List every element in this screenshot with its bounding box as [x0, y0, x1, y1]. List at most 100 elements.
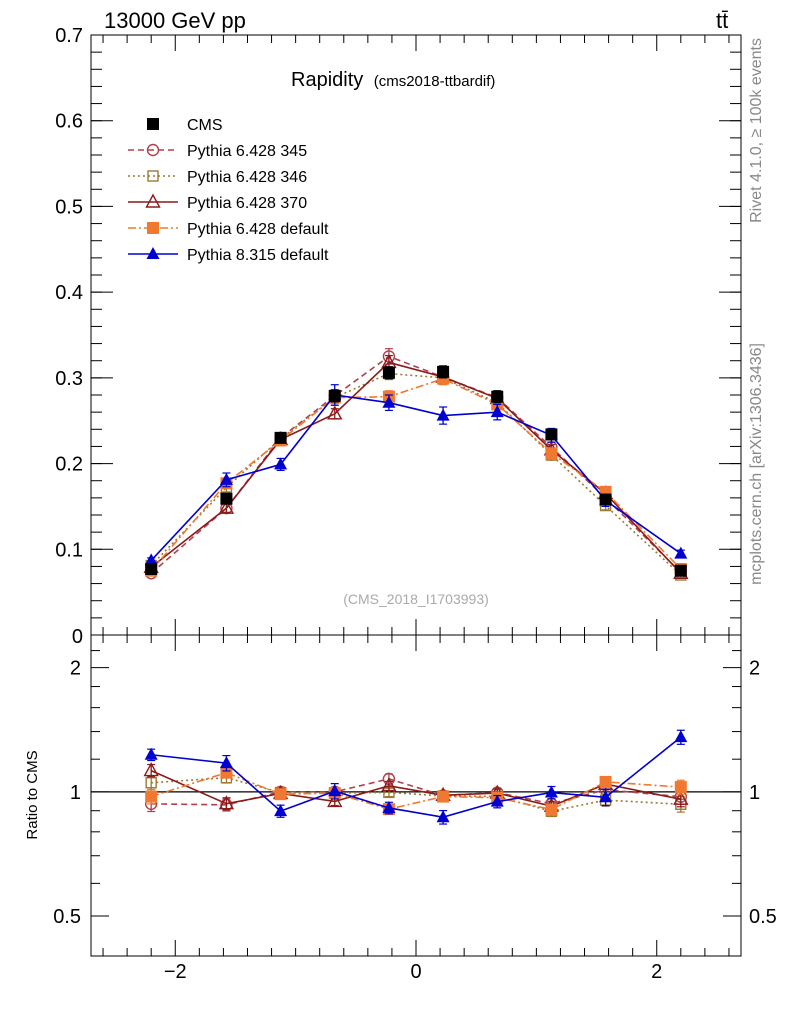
data-point — [145, 563, 158, 575]
data-point — [144, 553, 158, 566]
ratio-point — [327, 792, 343, 808]
ratio-point — [143, 762, 159, 777]
chart-subtitle: (cms2018-ttbardif) — [374, 73, 496, 90]
ratio-point — [145, 777, 157, 789]
series-pythia-6-428-345 — [144, 348, 688, 580]
rivet-version-label: Rivet 4.1.0, ≥ 100k events — [748, 38, 765, 223]
y-tick-label: 0.5 — [55, 196, 83, 218]
data-point — [382, 395, 396, 408]
axis-tick-labels: 0.1 0.2 0.3 0.4 0.5 0.6 0.7 0 −2 0 2 0.5 0.5 1 1 2 2 — [53, 25, 777, 983]
ratio-point — [437, 790, 450, 803]
ratio-tick-label-right: 0.5 — [749, 906, 777, 928]
legend-entry: CMS — [147, 117, 223, 134]
ratio-point — [674, 781, 687, 794]
legend-marker — [147, 222, 159, 234]
ratio-point — [218, 795, 235, 810]
series-line — [150, 355, 682, 574]
ratio-tick-label: 0.5 — [53, 906, 81, 928]
y-tick-label: 0.2 — [55, 454, 83, 476]
data-point — [674, 546, 688, 559]
series-pythia-6-428-346 — [145, 366, 687, 581]
ratio-point — [599, 790, 613, 803]
data-point — [436, 408, 450, 421]
legend-entry: Pythia 6.428 346 — [128, 169, 307, 186]
ratio-tick-label: 1 — [70, 782, 81, 804]
series-line — [150, 372, 682, 576]
y-tick-label: 0.7 — [55, 25, 83, 47]
legend-label: Pythia 6.428 default — [187, 221, 329, 238]
data-point — [218, 499, 235, 514]
ratio-point — [328, 784, 342, 797]
ratio-tick-label-right: 1 — [749, 782, 760, 804]
series-pythia-8-315-default — [144, 384, 688, 566]
ratio-point — [545, 803, 558, 816]
legend: CMS Pythia 6.428 345 Pythia 6.428 346 Pythi… — [128, 117, 329, 264]
legend-marker — [146, 143, 160, 157]
energy-label: 13000 GeV pp — [104, 8, 246, 33]
ratio-point — [145, 790, 158, 803]
ratio-point — [381, 777, 397, 792]
series-pythia-6-428-370 — [143, 353, 689, 579]
x-tick-label: 0 — [410, 961, 421, 983]
mcplots-label: mcplots.cern.ch [arXiv:1306.3436] — [748, 343, 765, 585]
legend-label: Pythia 6.428 346 — [187, 169, 307, 186]
ratio-point — [599, 775, 612, 788]
data-point — [674, 564, 687, 577]
ratio-tick-label: 2 — [70, 658, 81, 680]
data-point — [545, 428, 558, 441]
legend-marker — [146, 247, 160, 259]
analysis-watermark: (CMS_2018_I1703993) — [343, 591, 489, 607]
legend-marker — [147, 170, 159, 182]
y-tick-label: 0.4 — [55, 282, 83, 304]
ratio-point — [674, 730, 688, 743]
data-point — [382, 366, 395, 379]
y-tick-label: 0.1 — [55, 539, 83, 561]
data-point — [328, 389, 341, 402]
data-point — [491, 390, 504, 403]
ratio-point — [220, 766, 233, 779]
ratio-point — [436, 810, 450, 823]
ratio-point — [274, 788, 287, 801]
data-point — [274, 457, 288, 470]
legend-marker — [147, 118, 159, 130]
legend-entry: Pythia 6.428 345 — [128, 143, 307, 160]
chart-title-main: Rapidity — [291, 69, 363, 91]
ratio-tick-label-right: 2 — [749, 658, 760, 680]
y-tick-label: 0.3 — [55, 368, 83, 390]
data-point — [327, 405, 343, 420]
legend-entry: Pythia 8.315 default — [128, 247, 329, 264]
ratio-point — [274, 804, 288, 817]
process-label: tt̄ — [716, 8, 728, 33]
ratio-series-group — [143, 729, 689, 825]
ratio-point — [219, 756, 233, 769]
legend-label: CMS — [187, 117, 223, 134]
x-tick-label: −2 — [164, 961, 187, 983]
legend-label: Pythia 8.315 default — [187, 247, 329, 264]
ratio-series-pythia-8-315-default — [144, 729, 688, 825]
series-line — [150, 361, 682, 574]
data-point — [599, 493, 612, 506]
legend-entry: Pythia 6.428 default — [128, 221, 329, 238]
x-tick-label: 2 — [651, 961, 662, 983]
main-series-group — [143, 348, 689, 581]
data-point — [219, 472, 233, 485]
data-point — [274, 431, 287, 444]
series-line — [150, 394, 682, 561]
ratio-point — [490, 794, 504, 807]
data-point — [220, 492, 233, 505]
legend-entry: Pythia 6.428 370 — [128, 193, 307, 212]
legend-label: Pythia 6.428 370 — [187, 195, 307, 212]
ratio-point — [673, 790, 689, 805]
data-point — [545, 447, 558, 460]
chart-title: Rapidity (cms2018-ttbardif) — [291, 69, 495, 91]
y-tick-label-zero: 0 — [72, 626, 83, 648]
series-cms — [145, 365, 687, 577]
legend-marker — [145, 193, 161, 208]
data-point — [490, 405, 504, 418]
ratio-point — [144, 747, 158, 760]
series-line — [150, 377, 682, 572]
ratio-line — [151, 736, 682, 819]
y-tick-label: 0.6 — [55, 111, 83, 133]
ratio-point — [544, 785, 558, 798]
